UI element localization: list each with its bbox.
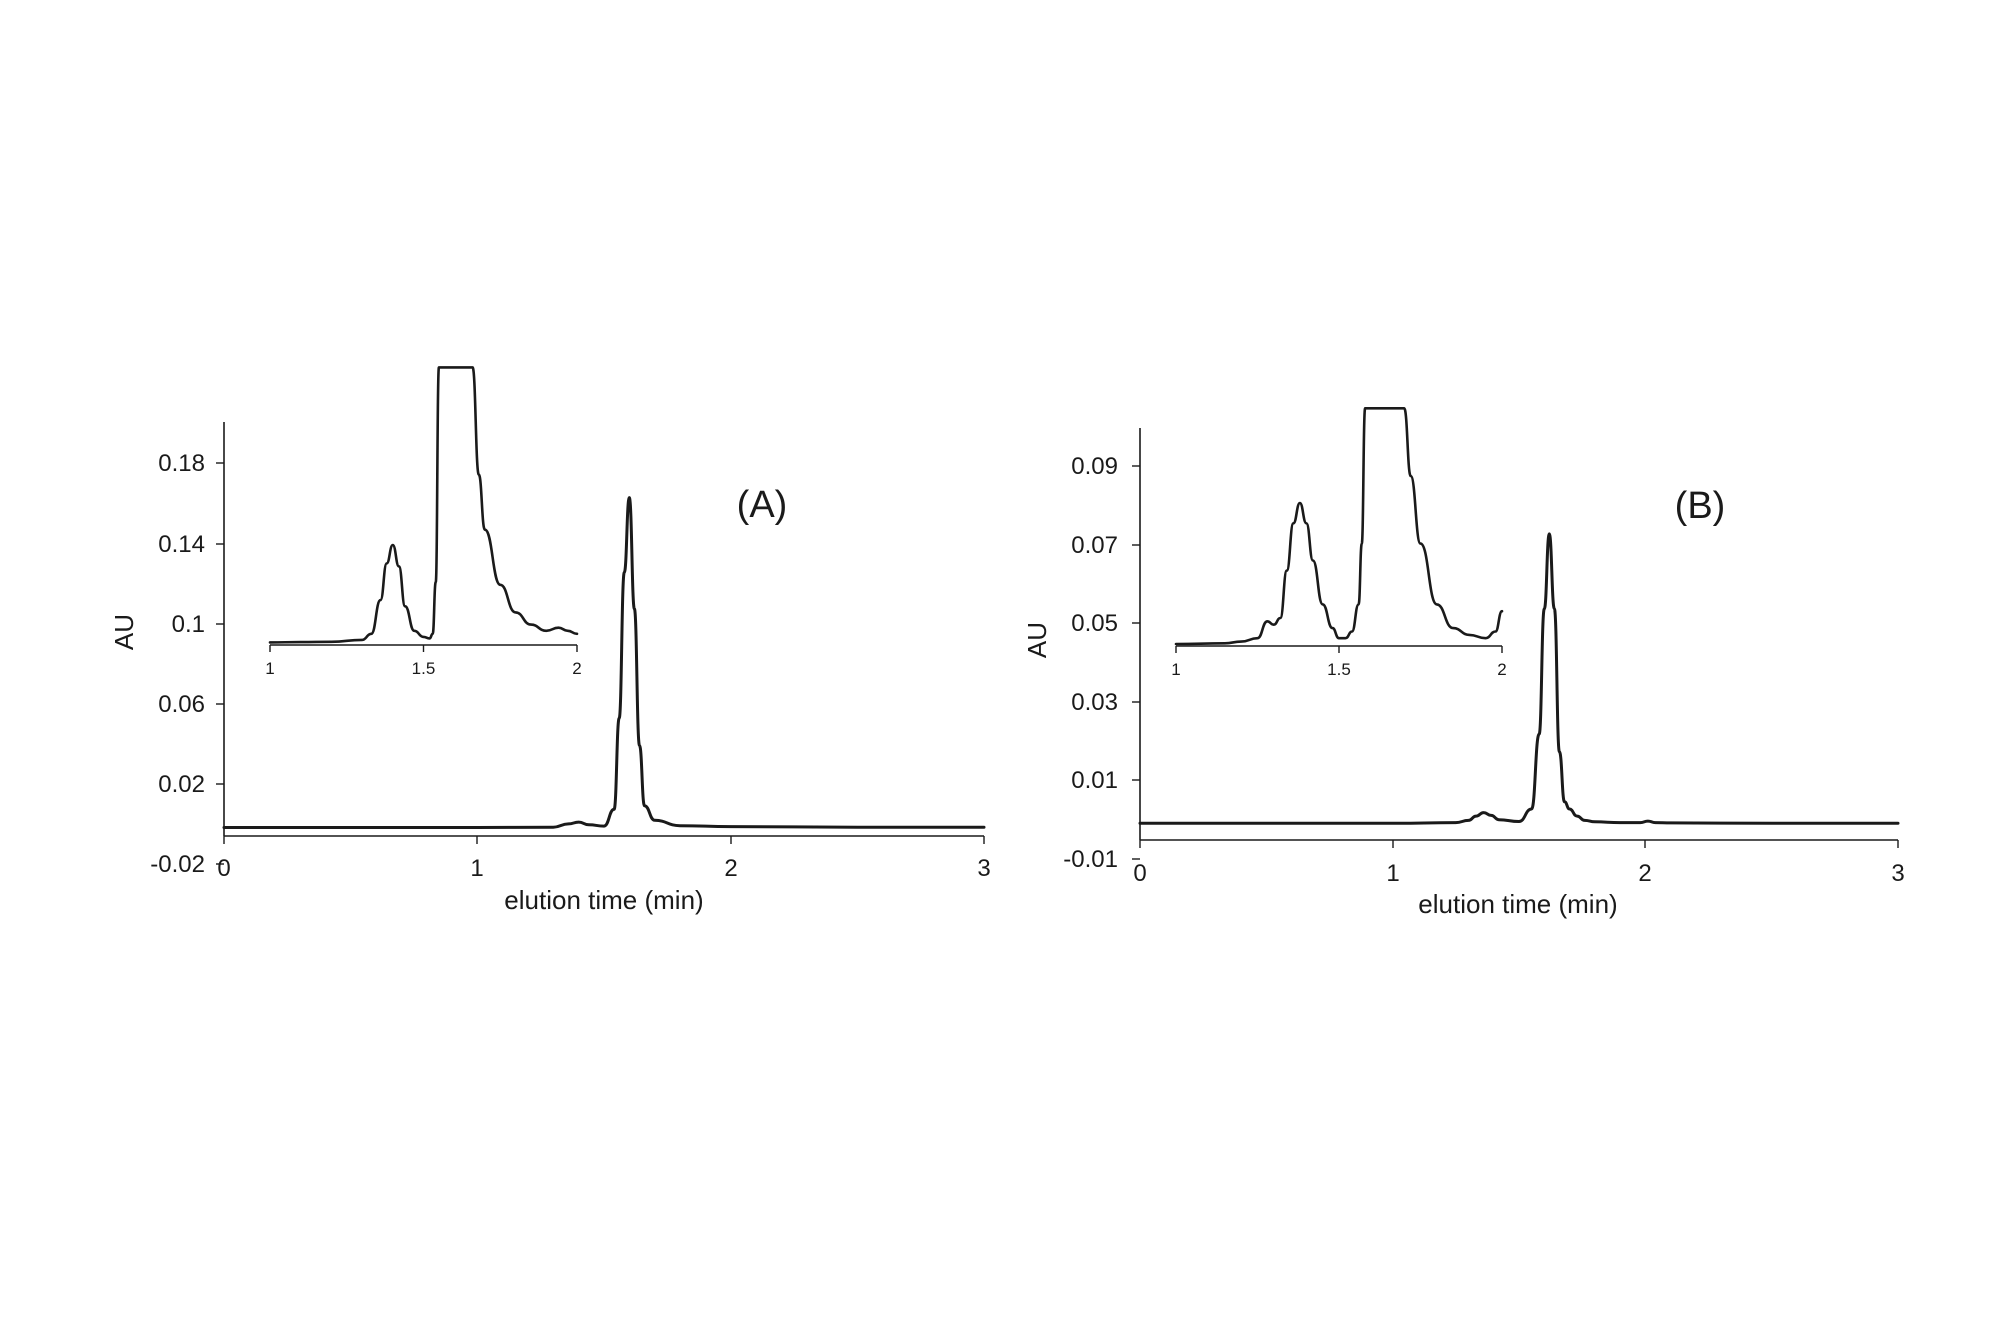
panel-b-inset-series-line bbox=[1174, 406, 1504, 646]
panel-a-x-tick-label: 0 bbox=[217, 855, 230, 882]
panel-a-inset: 1 1.5 2 bbox=[265, 366, 582, 678]
panel-b-y-tick-label: 0.09 bbox=[1071, 453, 1118, 480]
panel-b-y-ticks: -0.01 0.01 0.03 0.05 0.07 0.09 bbox=[1063, 453, 1140, 873]
panel-b-y-tick-label: 0.07 bbox=[1071, 532, 1118, 559]
panel-b-y-axis-title: AU bbox=[1022, 622, 1052, 658]
chromatogram-panel-b: 0 1 2 3 -0.01 0.01 0.03 0.05 0.07 0.09 bbox=[1022, 406, 1905, 919]
panel-a-inset-x-tick-label: 2 bbox=[572, 659, 581, 678]
panel-a-x-tick-label: 1 bbox=[470, 855, 483, 882]
panel-b-x-tick-label: 3 bbox=[1891, 860, 1904, 887]
panel-a-plot-area: 0 1 2 3 -0.02 0.02 0.06 0.1 0.14 0.18 bbox=[150, 422, 991, 882]
panel-b-label: (B) bbox=[1675, 485, 1726, 527]
panel-a-y-tick-label: 0.06 bbox=[158, 691, 205, 718]
panel-a-inset-series-line bbox=[268, 366, 579, 644]
panel-a-y-ticks: -0.02 0.02 0.06 0.1 0.14 0.18 bbox=[150, 450, 224, 878]
panel-b-x-ticks: 0 1 2 3 bbox=[1133, 840, 1905, 887]
panel-a-x-tick-label: 2 bbox=[724, 855, 737, 882]
panel-b-inset-x-tick-label: 1.5 bbox=[1327, 660, 1351, 679]
panel-b-x-tick-label: 0 bbox=[1133, 860, 1146, 887]
panel-a-x-axis-title: elution time (min) bbox=[504, 885, 703, 915]
panel-a-y-axis-title: AU bbox=[109, 614, 139, 650]
panel-b-y-tick-label: 0.01 bbox=[1071, 767, 1118, 794]
panel-a-y-tick-label: 0.1 bbox=[172, 611, 205, 638]
panel-b-plot-area: 0 1 2 3 -0.01 0.01 0.03 0.05 0.07 0.09 bbox=[1063, 428, 1905, 887]
panel-a-inset-x-tick-label: 1 bbox=[265, 659, 274, 678]
panel-a-y-tick-label: -0.02 bbox=[150, 851, 205, 878]
panel-a-x-ticks: 0 1 2 3 bbox=[217, 836, 991, 882]
panel-a-y-tick-label: 0.14 bbox=[158, 531, 205, 558]
panel-b-y-tick-label: 0.03 bbox=[1071, 689, 1118, 716]
panel-b-x-tick-label: 2 bbox=[1638, 860, 1651, 887]
panel-a-inset-x-tick-label: 1.5 bbox=[412, 659, 436, 678]
panel-b-x-axis-title: elution time (min) bbox=[1418, 889, 1617, 919]
panel-b-x-tick-label: 1 bbox=[1386, 860, 1399, 887]
panel-a-y-tick-label: 0.18 bbox=[158, 450, 205, 477]
panel-b-y-tick-label: 0.05 bbox=[1071, 610, 1118, 637]
panel-b-inset: 1 1.5 2 bbox=[1171, 406, 1507, 679]
panel-a-x-tick-label: 3 bbox=[977, 855, 990, 882]
panel-a-series-line bbox=[222, 496, 986, 830]
panel-b-series-line bbox=[1138, 532, 1900, 825]
chromatogram-panel-a: 0 1 2 3 -0.02 0.02 0.06 0.1 0.14 0.18 bbox=[109, 366, 991, 915]
panel-b-y-tick-label: -0.01 bbox=[1063, 846, 1118, 873]
panel-b-inset-x-tick-label: 2 bbox=[1497, 660, 1506, 679]
panel-a-y-tick-label: 0.02 bbox=[158, 771, 205, 798]
panel-a-label: (A) bbox=[737, 484, 788, 526]
panel-b-inset-x-tick-label: 1 bbox=[1171, 660, 1180, 679]
